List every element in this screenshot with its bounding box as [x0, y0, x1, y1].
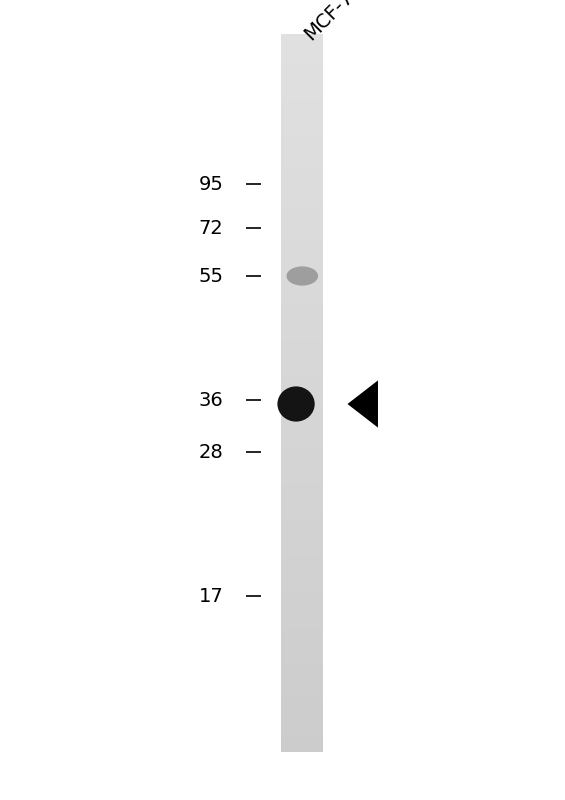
Bar — [281, 697, 323, 707]
Bar — [281, 652, 323, 662]
Bar — [281, 661, 323, 671]
Bar — [281, 706, 323, 716]
Bar — [281, 393, 323, 403]
Bar — [281, 562, 323, 573]
Bar — [281, 688, 323, 698]
Bar — [281, 70, 323, 81]
Bar — [281, 285, 323, 295]
Bar — [281, 178, 323, 188]
Bar — [281, 106, 323, 117]
Text: 55: 55 — [198, 266, 223, 286]
Bar — [281, 616, 323, 626]
Bar — [281, 509, 323, 519]
Bar — [281, 383, 323, 394]
Bar — [281, 536, 323, 546]
Bar — [281, 733, 323, 743]
Bar — [281, 186, 323, 197]
Bar — [281, 160, 323, 170]
Bar — [281, 678, 323, 690]
Polygon shape — [347, 380, 378, 428]
Bar — [281, 526, 323, 538]
Bar — [281, 249, 323, 260]
Bar — [281, 473, 323, 483]
Bar — [281, 240, 323, 251]
Bar — [281, 133, 323, 143]
Bar — [281, 374, 323, 385]
Bar — [281, 607, 323, 618]
Bar — [281, 643, 323, 654]
Bar — [281, 482, 323, 493]
Text: 72: 72 — [198, 218, 223, 238]
Bar — [281, 231, 323, 242]
Bar — [281, 330, 323, 340]
Bar — [281, 338, 323, 350]
Ellipse shape — [286, 266, 318, 286]
Bar — [281, 437, 323, 448]
Bar — [281, 294, 323, 305]
Bar — [281, 222, 323, 233]
Bar — [281, 590, 323, 600]
Bar — [281, 714, 323, 725]
Bar — [281, 625, 323, 636]
Bar — [281, 34, 323, 45]
Bar — [281, 348, 323, 358]
Bar — [281, 88, 323, 98]
Bar — [281, 580, 323, 591]
Bar — [281, 97, 323, 108]
Bar — [281, 723, 323, 734]
Bar — [281, 258, 323, 269]
Bar — [281, 142, 323, 152]
Bar — [281, 518, 323, 528]
Text: 95: 95 — [198, 174, 223, 194]
Bar — [281, 455, 323, 466]
Bar — [281, 500, 323, 510]
Bar — [281, 634, 323, 645]
Bar — [281, 554, 323, 564]
Bar — [281, 150, 323, 162]
Bar — [281, 62, 323, 72]
Bar — [281, 446, 323, 457]
Bar — [281, 357, 323, 367]
Bar — [281, 52, 323, 63]
Text: 28: 28 — [198, 442, 223, 462]
Bar — [281, 79, 323, 90]
Bar — [281, 214, 323, 224]
Text: 17: 17 — [198, 586, 223, 606]
Bar — [281, 312, 323, 322]
Bar — [281, 115, 323, 126]
Bar — [281, 545, 323, 555]
Bar — [281, 670, 323, 680]
Bar — [281, 598, 323, 609]
Bar — [281, 169, 323, 179]
Bar — [281, 124, 323, 134]
Bar — [281, 267, 323, 278]
Bar — [281, 321, 323, 331]
Bar — [281, 410, 323, 421]
Bar — [281, 464, 323, 474]
Bar — [281, 491, 323, 502]
Text: MCF-7: MCF-7 — [300, 0, 357, 44]
Text: 36: 36 — [198, 390, 223, 410]
Bar — [281, 402, 323, 412]
Bar — [281, 276, 323, 286]
Bar — [281, 571, 323, 582]
Bar — [281, 742, 323, 752]
Bar — [281, 428, 323, 438]
Bar — [281, 43, 323, 54]
Bar — [281, 303, 323, 314]
Bar — [281, 195, 323, 206]
Bar — [281, 419, 323, 430]
Ellipse shape — [277, 386, 315, 422]
Bar — [281, 366, 323, 376]
Bar — [281, 205, 323, 215]
